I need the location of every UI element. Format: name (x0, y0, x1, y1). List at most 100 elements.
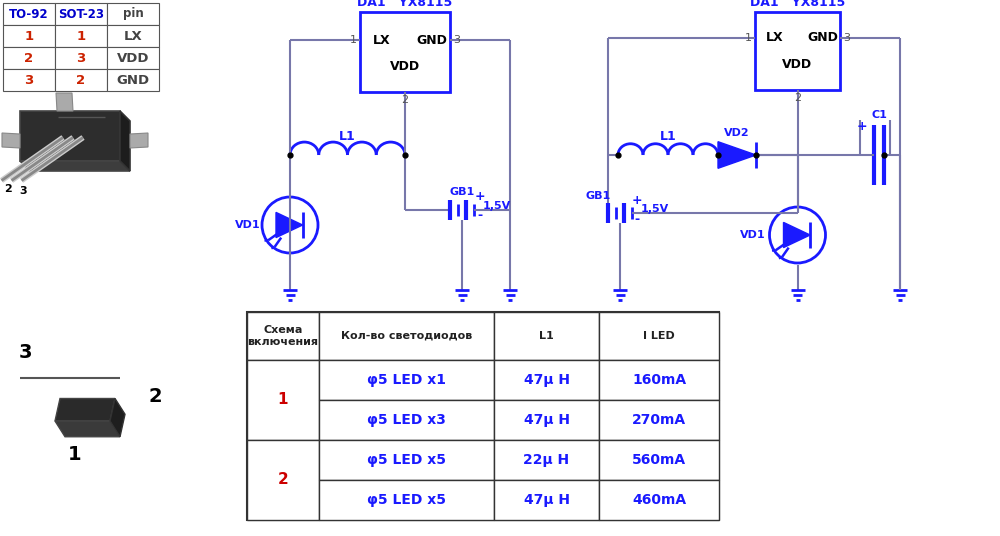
Text: 1: 1 (350, 35, 356, 45)
Text: L1: L1 (660, 130, 676, 144)
Text: 560mA: 560mA (632, 453, 686, 467)
Text: 2: 2 (24, 51, 34, 64)
Bar (494, 312, 599, 360)
Bar (247, 312, 319, 360)
Text: I LED: I LED (643, 331, 675, 341)
Polygon shape (56, 93, 73, 111)
Bar (107, 69, 159, 91)
Text: Кол-во светодиодов: Кол-во светодиодов (341, 331, 472, 341)
Text: 2: 2 (401, 95, 409, 105)
Text: VD2: VD2 (724, 128, 750, 138)
Bar (55, 3, 107, 25)
Bar (319, 312, 494, 360)
Text: TO-92: TO-92 (9, 8, 49, 20)
Polygon shape (718, 142, 756, 168)
Bar (55, 69, 107, 91)
Text: +: + (857, 121, 867, 133)
Text: 1: 1 (68, 445, 82, 465)
Text: GND: GND (808, 31, 838, 44)
Polygon shape (20, 161, 130, 171)
Bar (494, 480, 599, 520)
Text: DA1   YX8115: DA1 YX8115 (357, 0, 453, 10)
Text: Схема
включения: Схема включения (248, 325, 318, 347)
Bar (247, 440, 319, 520)
Text: φ5 LED x1: φ5 LED x1 (367, 373, 446, 387)
Bar (599, 360, 719, 400)
Bar (494, 400, 599, 440)
Polygon shape (276, 212, 303, 237)
Polygon shape (120, 111, 130, 171)
Polygon shape (2, 133, 20, 148)
Text: -: - (477, 210, 483, 222)
Text: VDD: VDD (390, 60, 420, 73)
Bar (319, 400, 494, 440)
Text: 3: 3 (76, 51, 86, 64)
Text: VD1: VD1 (740, 230, 765, 240)
Text: GB1: GB1 (586, 191, 611, 201)
Polygon shape (55, 421, 120, 437)
Text: 3: 3 (844, 33, 850, 43)
Text: φ5 LED x3: φ5 LED x3 (367, 413, 446, 427)
Bar (107, 3, 159, 25)
Bar (599, 400, 719, 440)
Text: VDD: VDD (782, 58, 813, 71)
Text: C1: C1 (871, 110, 887, 120)
Text: 2: 2 (4, 183, 11, 193)
Bar (360, 12, 450, 92)
Bar (319, 480, 494, 520)
Text: 47μ H: 47μ H (524, 493, 570, 507)
Bar (319, 360, 494, 400)
Bar (3, 47, 55, 69)
Text: GND: GND (417, 33, 447, 47)
Text: 1: 1 (744, 33, 752, 43)
Text: 2: 2 (794, 93, 801, 103)
Text: 47μ H: 47μ H (524, 373, 570, 387)
Text: LX: LX (373, 33, 391, 47)
Polygon shape (130, 133, 148, 148)
Bar (494, 440, 599, 480)
Text: 1,5V: 1,5V (483, 201, 511, 211)
Text: VDD: VDD (117, 51, 149, 64)
Bar (107, 25, 159, 47)
Bar (3, 69, 55, 91)
Bar (494, 360, 599, 400)
Text: SOT-23: SOT-23 (58, 8, 104, 20)
Polygon shape (110, 398, 125, 437)
Bar (755, 12, 840, 90)
Text: 160mA: 160mA (632, 373, 686, 387)
Text: +: + (632, 193, 642, 206)
Text: L1: L1 (539, 331, 554, 341)
Bar (55, 47, 107, 69)
Text: 1,5V: 1,5V (641, 204, 669, 214)
Bar (599, 480, 719, 520)
Text: 2: 2 (76, 73, 86, 86)
Text: +: + (475, 190, 485, 203)
Text: 3: 3 (24, 73, 34, 86)
Bar (319, 440, 494, 480)
Polygon shape (20, 111, 120, 161)
Bar (599, 312, 719, 360)
Text: DA1   YX8115: DA1 YX8115 (750, 0, 845, 10)
Bar (247, 360, 319, 440)
Text: 460mA: 460mA (632, 493, 686, 507)
Text: 2: 2 (278, 473, 288, 488)
Bar (3, 25, 55, 47)
Text: VD1: VD1 (235, 220, 261, 230)
Bar (3, 3, 55, 25)
Text: -: - (634, 212, 640, 226)
Polygon shape (55, 398, 115, 421)
Text: LX: LX (124, 29, 142, 42)
Text: 2: 2 (148, 388, 162, 406)
Text: φ5 LED x5: φ5 LED x5 (367, 493, 446, 507)
Bar (247, 312, 719, 520)
Polygon shape (784, 222, 810, 248)
Text: 270mA: 270mA (632, 413, 686, 427)
Text: pin: pin (123, 8, 143, 20)
Text: 1: 1 (278, 392, 288, 407)
Text: 1: 1 (76, 29, 86, 42)
Text: GB1: GB1 (449, 187, 475, 197)
Text: L1: L1 (339, 130, 356, 144)
Bar (599, 440, 719, 480)
Text: 22μ H: 22μ H (523, 453, 570, 467)
Text: 3: 3 (20, 185, 27, 196)
